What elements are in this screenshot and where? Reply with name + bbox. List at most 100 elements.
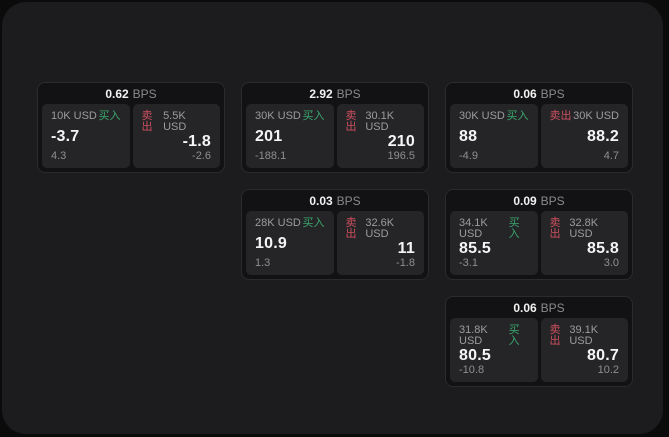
buy-top-row: 30K USD 买入 xyxy=(255,111,325,122)
sell-pane[interactable]: 卖出 39.1K USD 80.7 10.2 xyxy=(540,318,628,382)
sell-amount: 30.1K USD xyxy=(365,110,395,133)
quote-card-2: 2.92 BPS 30K USD 买入 201 -188.1 卖出 xyxy=(241,82,429,173)
buy-top-row: 30K USD 买入 xyxy=(459,111,529,122)
sell-pane[interactable]: 卖出 32.6K USD 11 -1.8 xyxy=(336,211,424,275)
buy-price: 80.5 xyxy=(459,347,491,364)
buy-delta: -10.8 xyxy=(459,364,485,376)
buy-amount: 10K USD xyxy=(51,110,97,122)
buy-side-label: 买入 xyxy=(506,110,529,122)
buy-price: -3.7 xyxy=(51,127,80,145)
buy-price: 10.9 xyxy=(255,234,287,252)
buy-pane[interactable]: 31.8K USD 买入 80.5 -10.8 xyxy=(450,318,538,382)
sell-top-row: 卖出 30K USD xyxy=(550,111,620,122)
quote-card-3: 0.06 BPS 30K USD 买入 88 -4.9 卖出 xyxy=(445,82,633,173)
sell-pane[interactable]: 卖出 5.5K USD -1.8 -2.6 xyxy=(132,104,220,168)
buy-amount: 34.1K USD xyxy=(459,217,488,240)
bps-header: 0.06 BPS xyxy=(446,83,632,104)
buy-amount: 28K USD xyxy=(255,217,301,229)
bps-value: 0.06 xyxy=(513,300,537,315)
bps-value: 0.09 xyxy=(513,193,537,208)
buy-price: 88 xyxy=(459,127,478,145)
sell-bottom-row: -1.8 xyxy=(346,257,415,269)
sell-amount: 30K USD xyxy=(573,110,619,122)
buy-amount: 30K USD xyxy=(459,110,505,122)
buy-pane[interactable]: 28K USD 买入 10.9 1.3 xyxy=(246,211,334,275)
buy-pane[interactable]: 30K USD 买入 88 -4.9 xyxy=(450,104,538,168)
bps-value: 0.03 xyxy=(309,193,333,208)
buy-pane[interactable]: 30K USD 买入 201 -188.1 xyxy=(246,104,334,168)
buy-top-row: 28K USD 买入 xyxy=(255,218,325,229)
bps-header: 0.62 BPS xyxy=(38,83,224,104)
bps-header: 0.09 BPS xyxy=(446,190,632,211)
bps-unit-label: BPS xyxy=(336,86,361,101)
sell-price: 80.7 xyxy=(587,347,619,364)
quote-card-1: 0.62 BPS 10K USD 买入 -3.7 4.3 卖出 xyxy=(37,82,225,173)
buy-side-label: 买入 xyxy=(302,110,325,122)
sell-side-label: 卖出 xyxy=(141,110,153,133)
buy-bottom-row: -4.9 xyxy=(459,151,529,162)
sell-top-row: 卖出 32.8K USD xyxy=(550,218,620,240)
buy-pane[interactable]: 34.1K USD 买入 85.5 -3.1 xyxy=(450,211,538,275)
buy-side-label: 买入 xyxy=(98,110,121,122)
buy-top-row: 31.8K USD 买入 xyxy=(459,325,529,347)
sell-price: -1.8 xyxy=(182,133,211,150)
bps-unit-label: BPS xyxy=(540,86,565,101)
sell-delta: -1.8 xyxy=(396,257,415,269)
sell-side-label: 卖出 xyxy=(549,217,561,240)
bps-unit-label: BPS xyxy=(540,300,565,315)
bps-value: 0.06 xyxy=(513,86,537,101)
sell-top-row: 卖出 5.5K USD xyxy=(142,111,212,133)
sell-top-row: 卖出 39.1K USD xyxy=(550,325,620,347)
sell-bottom-row: 196.5 xyxy=(346,150,415,162)
sell-bottom-row: 3.0 xyxy=(550,258,619,269)
sell-amount: 32.8K USD xyxy=(569,217,599,240)
buy-pane[interactable]: 10K USD 买入 -3.7 4.3 xyxy=(42,104,130,168)
quote-card-5: 0.09 BPS 34.1K USD 买入 85.5 -3.1 卖出 xyxy=(445,189,633,280)
buy-bottom-row: -3.1 xyxy=(459,258,529,269)
buy-amount: 31.8K USD xyxy=(459,324,488,347)
sell-delta: -2.6 xyxy=(192,150,211,162)
buy-delta: -188.1 xyxy=(255,150,287,162)
bps-unit-label: BPS xyxy=(540,193,565,208)
buy-side-label: 买入 xyxy=(302,217,325,229)
sell-amount: 39.1K USD xyxy=(569,324,599,347)
buy-side-label: 买入 xyxy=(508,217,520,240)
sell-bottom-row: 4.7 xyxy=(550,150,619,162)
sell-side-label: 卖出 xyxy=(345,110,357,133)
sell-delta: 10.2 xyxy=(597,364,619,376)
sell-price: 85.8 xyxy=(587,240,619,257)
bps-header: 0.03 BPS xyxy=(242,190,428,211)
bps-header: 0.06 BPS xyxy=(446,297,632,318)
sell-price: 88.2 xyxy=(587,127,619,145)
sell-delta: 4.7 xyxy=(603,150,619,162)
buy-side-label: 买入 xyxy=(508,324,520,347)
sell-top-row: 卖出 30.1K USD xyxy=(346,111,416,133)
bps-value: 2.92 xyxy=(309,86,333,101)
buy-delta: 4.3 xyxy=(51,150,67,162)
sell-pane[interactable]: 卖出 30K USD 88.2 4.7 xyxy=(540,104,628,168)
bps-unit-label: BPS xyxy=(132,86,157,101)
quote-panes: 28K USD 买入 10.9 1.3 卖出 32.6K USD 11 xyxy=(242,211,428,279)
sell-side-label: 卖出 xyxy=(345,217,357,240)
sell-delta: 196.5 xyxy=(387,150,415,162)
sell-pane[interactable]: 卖出 32.8K USD 85.8 3.0 xyxy=(540,211,628,275)
quote-panes: 31.8K USD 买入 80.5 -10.8 卖出 39.1K USD 80.… xyxy=(446,318,632,386)
sell-pane[interactable]: 卖出 30.1K USD 210 196.5 xyxy=(336,104,424,168)
buy-bottom-row: -188.1 xyxy=(255,151,325,162)
sell-bottom-row: -2.6 xyxy=(142,150,211,162)
bps-unit-label: BPS xyxy=(336,193,361,208)
sell-amount: 5.5K USD xyxy=(163,110,187,133)
sell-amount: 32.6K USD xyxy=(365,217,395,240)
bps-value: 0.62 xyxy=(105,86,129,101)
quote-panes: 30K USD 买入 88 -4.9 卖出 30K USD 88.2 4 xyxy=(446,104,632,172)
buy-top-row: 34.1K USD 买入 xyxy=(459,218,529,240)
buy-bottom-row: 1.3 xyxy=(255,258,325,269)
buy-bottom-row: 4.3 xyxy=(51,151,121,162)
buy-delta: -4.9 xyxy=(459,150,478,162)
bps-header: 2.92 BPS xyxy=(242,83,428,104)
quote-card-6: 0.06 BPS 31.8K USD 买入 80.5 -10.8 卖出 xyxy=(445,296,633,387)
quote-panes: 34.1K USD 买入 85.5 -3.1 卖出 32.8K USD 85.8 xyxy=(446,211,632,279)
buy-amount: 30K USD xyxy=(255,110,301,122)
buy-price: 85.5 xyxy=(459,240,491,257)
quote-cards-grid: 0.62 BPS 10K USD 买入 -3.7 4.3 卖出 xyxy=(37,82,633,387)
